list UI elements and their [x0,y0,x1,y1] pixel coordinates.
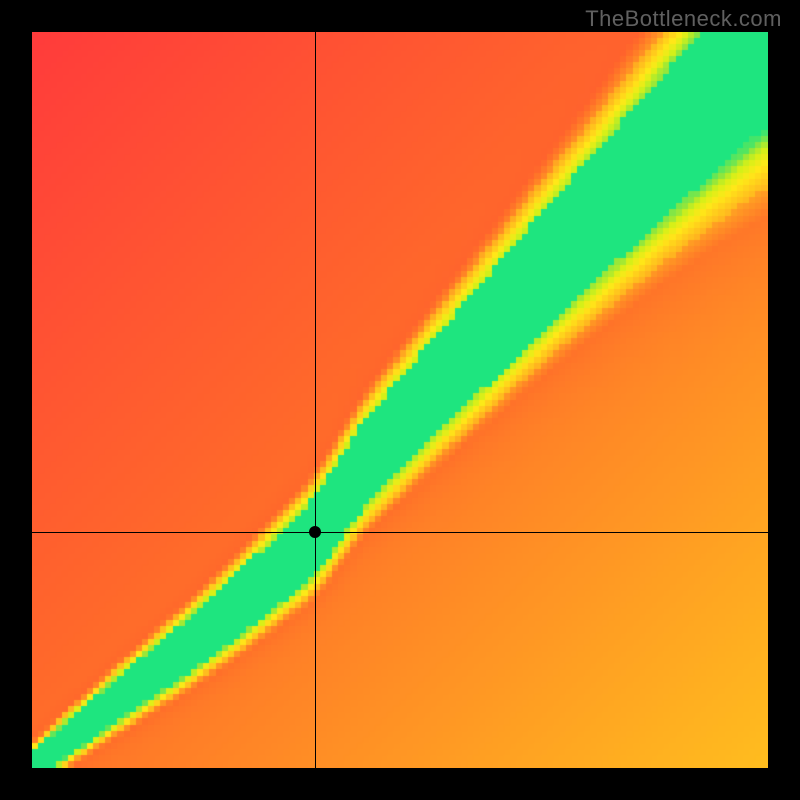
crosshair-horizontal [32,532,768,533]
plot-area [32,32,768,768]
crosshair-vertical [315,32,316,768]
crosshair-marker [309,526,321,538]
heatmap-canvas [32,32,768,768]
watermark-label: TheBottleneck.com [585,6,782,32]
chart-container: TheBottleneck.com [0,0,800,800]
